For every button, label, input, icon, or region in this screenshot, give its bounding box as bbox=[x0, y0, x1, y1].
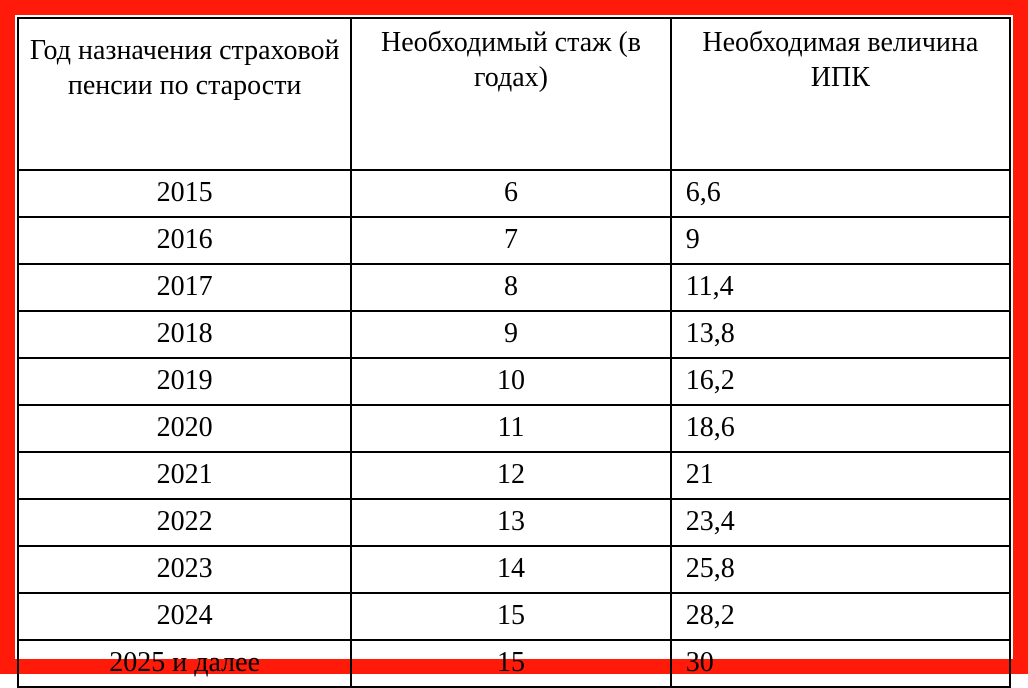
cell-exp: 7 bbox=[351, 217, 670, 264]
cell-ipk: 6,6 bbox=[671, 170, 1010, 217]
cell-exp: 15 bbox=[351, 593, 670, 640]
cell-ipk: 25,8 bbox=[671, 546, 1010, 593]
cell-exp: 6 bbox=[351, 170, 670, 217]
cell-exp: 13 bbox=[351, 499, 670, 546]
pension-table: Год назначения страховой пенсии по старо… bbox=[17, 17, 1011, 688]
table-row: 201679 bbox=[18, 217, 1010, 264]
cell-ipk: 13,8 bbox=[671, 311, 1010, 358]
table-row: 20211221 bbox=[18, 452, 1010, 499]
cell-ipk: 18,6 bbox=[671, 405, 1010, 452]
cell-exp: 10 bbox=[351, 358, 670, 405]
table-row: 20231425,8 bbox=[18, 546, 1010, 593]
cell-year: 2019 bbox=[18, 358, 351, 405]
cell-year: 2023 bbox=[18, 546, 351, 593]
cell-year: 2021 bbox=[18, 452, 351, 499]
cell-exp: 8 bbox=[351, 264, 670, 311]
table-row: 201566,6 bbox=[18, 170, 1010, 217]
cell-year: 2015 bbox=[18, 170, 351, 217]
header-exp: Необходимый стаж (в годах) bbox=[351, 18, 670, 170]
table-row: 20221323,4 bbox=[18, 499, 1010, 546]
cell-ipk: 9 bbox=[671, 217, 1010, 264]
cell-year: 2024 bbox=[18, 593, 351, 640]
cell-exp: 12 bbox=[351, 452, 670, 499]
table-row: 2025 и далее1530 bbox=[18, 640, 1010, 687]
cell-exp: 15 bbox=[351, 640, 670, 687]
table-row: 20191016,2 bbox=[18, 358, 1010, 405]
table-body: 201566,62016792017811,42018913,820191016… bbox=[18, 170, 1010, 687]
table-row: 20241528,2 bbox=[18, 593, 1010, 640]
cell-ipk: 30 bbox=[671, 640, 1010, 687]
cell-year: 2016 bbox=[18, 217, 351, 264]
cell-ipk: 23,4 bbox=[671, 499, 1010, 546]
cell-exp: 11 bbox=[351, 405, 670, 452]
cell-year: 2017 bbox=[18, 264, 351, 311]
cell-ipk: 21 bbox=[671, 452, 1010, 499]
cell-ipk: 16,2 bbox=[671, 358, 1010, 405]
cell-exp: 9 bbox=[351, 311, 670, 358]
cell-year: 2025 и далее bbox=[18, 640, 351, 687]
header-ipk: Необходимая величина ИПК bbox=[671, 18, 1010, 170]
header-year: Год назначения страховой пенсии по старо… bbox=[18, 18, 351, 170]
cell-ipk: 28,2 bbox=[671, 593, 1010, 640]
table-row: 2017811,4 bbox=[18, 264, 1010, 311]
table-header: Год назначения страховой пенсии по старо… bbox=[18, 18, 1010, 170]
header-row: Год назначения страховой пенсии по старо… bbox=[18, 18, 1010, 170]
cell-year: 2018 bbox=[18, 311, 351, 358]
cell-year: 2022 bbox=[18, 499, 351, 546]
table-row: 20201118,6 bbox=[18, 405, 1010, 452]
cell-exp: 14 bbox=[351, 546, 670, 593]
cell-year: 2020 bbox=[18, 405, 351, 452]
outer-frame: Год назначения страховой пенсии по старо… bbox=[0, 0, 1028, 674]
table-row: 2018913,8 bbox=[18, 311, 1010, 358]
cell-ipk: 11,4 bbox=[671, 264, 1010, 311]
